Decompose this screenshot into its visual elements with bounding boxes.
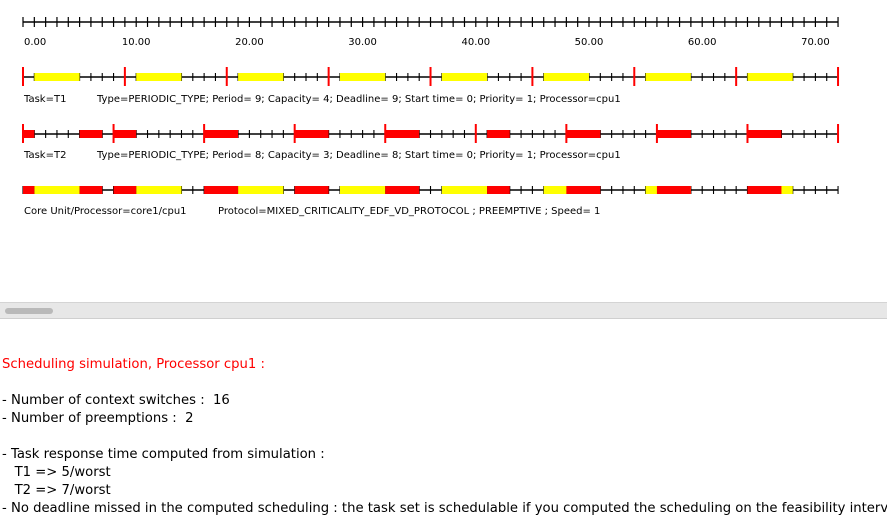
- task-t1-execution-bar: [238, 73, 284, 81]
- preemptions-line: - Number of preemptions : 2: [2, 411, 194, 426]
- response-time-header: - Task response time computed from simul…: [2, 447, 325, 462]
- core-execution-bar: [385, 186, 420, 194]
- task-t1-execution-bar: [645, 73, 691, 81]
- task-t2-timeline: [22, 124, 840, 143]
- core-info: Protocol=MIXED_CRITICALITY_EDF_VD_PROTOC…: [218, 206, 600, 217]
- axis-tick-label: 40.00: [461, 37, 490, 48]
- context-switches-line: - Number of context switches : 16: [2, 393, 230, 408]
- scrollbar-thumb[interactable]: [5, 308, 53, 314]
- axis-tick-label: 10.00: [122, 37, 151, 48]
- core-execution-bar: [238, 186, 284, 194]
- task-t1-info: Type=PERIODIC_TYPE; Period= 9; Capacity=…: [96, 94, 621, 105]
- horizontal-scrollbar[interactable]: [0, 302, 887, 319]
- task-t1-execution-bar: [543, 73, 589, 81]
- task-t1-execution-bar: [34, 73, 80, 81]
- task-t1-execution-bar: [441, 73, 488, 81]
- core-label: Core Unit/Processor=core1/cpu1: [24, 206, 187, 217]
- axis-tick-label: 50.00: [575, 37, 604, 48]
- task-t2-execution-bar: [385, 130, 420, 138]
- axis-tick-label: 70.00: [801, 37, 830, 48]
- results-title: Scheduling simulation, Processor cpu1 :: [2, 357, 265, 372]
- t2-response-line: T2 => 7/worst: [2, 483, 111, 498]
- core-execution-bar: [747, 186, 782, 194]
- axis-tick-label: 0.00: [24, 37, 46, 48]
- task-t1-timeline: [22, 67, 840, 86]
- task-t1-execution-bar: [747, 73, 793, 81]
- core-execution-bar: [204, 186, 239, 194]
- core-execution-bar: [339, 186, 386, 194]
- core-execution-bar: [136, 186, 182, 194]
- task-t1-label: Task=T1: [23, 94, 66, 105]
- core-execution-bar: [656, 186, 691, 194]
- scheduling-timeline: 0.00 10.00 20.00 30.00 40.00 50.00 60.00 70.00 …: [22, 17, 840, 217]
- core-execution-bar: [34, 186, 80, 194]
- core-execution-bar: [79, 186, 103, 194]
- task-t1-execution-bar: [136, 73, 182, 81]
- core-execution-bar: [487, 186, 510, 194]
- task-t2-execution-bar: [656, 130, 691, 138]
- axis-tick-label: 20.00: [235, 37, 264, 48]
- task-t2-execution-bar: [487, 130, 510, 138]
- task-t1-execution-bar: [339, 73, 386, 81]
- simulation-results-panel: Scheduling simulation, Processor cpu1 : …: [0, 319, 887, 532]
- deadline-line: - No deadline missed in the computed sch…: [2, 501, 887, 516]
- core-execution-bar: [113, 186, 137, 194]
- core-execution-bar: [441, 186, 488, 194]
- task-t2-info: Type=PERIODIC_TYPE; Period= 8; Capacity=…: [96, 150, 621, 161]
- task-t2-execution-bar: [747, 130, 782, 138]
- task-t2-execution-bar: [113, 130, 137, 138]
- core-execution-bar: [566, 186, 601, 194]
- task-t2-execution-bar: [79, 130, 103, 138]
- task-t2-label: Task=T2: [23, 150, 66, 161]
- task-t2-execution-bar: [566, 130, 601, 138]
- core-execution-bar: [294, 186, 329, 194]
- time-axis: 0.00 10.00 20.00 30.00 40.00 50.00 60.00 70.00: [22, 17, 839, 48]
- core-execution-bar: [23, 186, 35, 194]
- t1-response-line: T1 => 5/worst: [2, 465, 111, 480]
- task-t2-execution-bar: [23, 130, 35, 138]
- axis-tick-label: 30.00: [348, 37, 377, 48]
- task-t2-execution-bar: [294, 130, 329, 138]
- task-t2-execution-bar: [204, 130, 239, 138]
- axis-tick-label: 60.00: [688, 37, 717, 48]
- core-timeline: [22, 186, 839, 194]
